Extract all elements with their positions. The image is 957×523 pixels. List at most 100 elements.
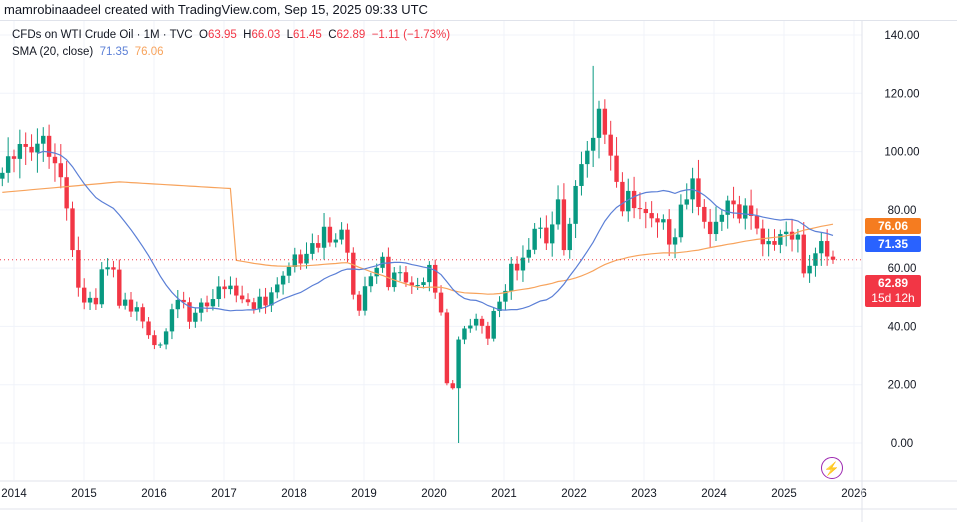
candle-body xyxy=(345,229,350,253)
candle-body xyxy=(462,328,467,340)
x-tick-label: 2026 xyxy=(841,488,867,500)
candle-body xyxy=(696,178,701,207)
candle-body xyxy=(35,143,40,153)
candle-body xyxy=(368,276,374,287)
candle-body xyxy=(427,264,432,283)
sma-long-line xyxy=(2,181,834,295)
candle-body xyxy=(456,339,461,389)
x-tick-label: 2020 xyxy=(421,488,447,500)
x-tick-label: 2018 xyxy=(281,488,307,500)
candle-body xyxy=(158,344,163,346)
candle-body xyxy=(468,325,473,329)
candle-body xyxy=(620,181,625,212)
candle-body xyxy=(128,299,134,312)
candle-body xyxy=(269,292,274,306)
candle-body xyxy=(643,208,648,214)
candle-body xyxy=(356,294,362,311)
candle-body xyxy=(702,206,707,222)
candle-body xyxy=(228,285,233,290)
lightning-icon[interactable]: ⚡ xyxy=(821,457,843,479)
candle-body xyxy=(415,285,420,287)
candle-body xyxy=(555,199,561,225)
candle-body xyxy=(82,287,87,303)
candle-body xyxy=(105,267,110,270)
candle-body xyxy=(433,264,438,293)
candle-body xyxy=(491,310,496,339)
candle-body xyxy=(409,282,414,286)
candle-body xyxy=(310,243,315,254)
candle-body xyxy=(70,208,75,251)
candle-body xyxy=(216,286,221,300)
candle-body xyxy=(514,263,520,271)
y-tick-label: 80.00 xyxy=(888,205,917,217)
candle-body xyxy=(0,172,5,179)
low-value: 61.45 xyxy=(293,29,322,41)
open-value: 63.95 xyxy=(207,29,237,41)
candle-body xyxy=(795,234,801,240)
candle-body xyxy=(122,299,128,306)
candle-body xyxy=(146,321,151,336)
candle-body xyxy=(608,134,613,156)
candle-body xyxy=(17,143,23,159)
candle-body xyxy=(298,254,303,264)
last-price-label: 62.89 15d 12h xyxy=(865,275,921,307)
candle-body xyxy=(590,137,596,151)
y-tick-label: 0.00 xyxy=(891,438,913,450)
candle-body xyxy=(134,307,140,312)
x-tick-label: 2023 xyxy=(631,488,657,500)
candle-body xyxy=(801,234,806,274)
candle-body xyxy=(397,272,403,274)
candle-body xyxy=(655,218,660,223)
sma-legend[interactable]: SMA (20, close) 71.35 76.06 xyxy=(12,44,450,61)
candle-body xyxy=(778,234,783,245)
sma1-price-label: 71.35 xyxy=(865,236,921,252)
candle-body xyxy=(690,178,695,200)
candle-body xyxy=(509,263,514,291)
candle-body xyxy=(117,269,122,306)
candle-body xyxy=(52,156,58,164)
candle-body xyxy=(520,257,526,271)
candle-body xyxy=(374,267,379,277)
candle-body xyxy=(175,299,180,310)
symbol-legend[interactable]: CFDs on WTI Crude Oil · 1M · TVC O63.95 … xyxy=(12,27,450,44)
candle-body xyxy=(210,299,216,307)
low-label: L xyxy=(286,29,294,41)
candle-body xyxy=(754,215,760,229)
candle-body xyxy=(239,295,245,300)
x-tick-label: 2022 xyxy=(561,488,587,500)
x-tick-label: 2017 xyxy=(211,488,237,500)
last-price: 62.89 xyxy=(877,276,909,290)
x-tick-label: 2021 xyxy=(491,488,517,500)
candle-body xyxy=(503,290,508,302)
chart-frame[interactable] xyxy=(0,20,957,523)
sma2-price-label: 76.06 xyxy=(865,218,921,234)
candle-body xyxy=(280,275,286,285)
x-tick-label: 2025 xyxy=(771,488,797,500)
candle-body xyxy=(46,135,52,157)
candle-body xyxy=(631,190,637,209)
candle-body xyxy=(707,221,713,235)
credit-line: mamrobinaadeel created with TradingView.… xyxy=(4,2,428,17)
candle-body xyxy=(713,221,719,235)
candle-body xyxy=(731,200,736,205)
y-tick-label: 40.00 xyxy=(888,321,917,333)
high-value: 66.03 xyxy=(251,29,281,41)
candle-body xyxy=(257,296,262,309)
bar-countdown: 15d 12h xyxy=(871,291,915,305)
y-tick-label: 100.00 xyxy=(884,147,919,159)
y-tick-label: 60.00 xyxy=(888,263,917,275)
candle-body xyxy=(807,265,812,274)
candle-body xyxy=(421,282,426,286)
candle-body xyxy=(567,223,572,251)
candle-body xyxy=(275,284,280,293)
candle-body xyxy=(292,254,297,267)
candle-body xyxy=(649,213,654,219)
candle-body xyxy=(403,272,409,283)
candle-body xyxy=(789,231,795,240)
sma-20-line xyxy=(37,150,834,312)
candle-body xyxy=(585,150,590,165)
candle-body xyxy=(140,307,145,322)
open-label: O xyxy=(199,29,208,41)
candle-body xyxy=(444,312,450,384)
